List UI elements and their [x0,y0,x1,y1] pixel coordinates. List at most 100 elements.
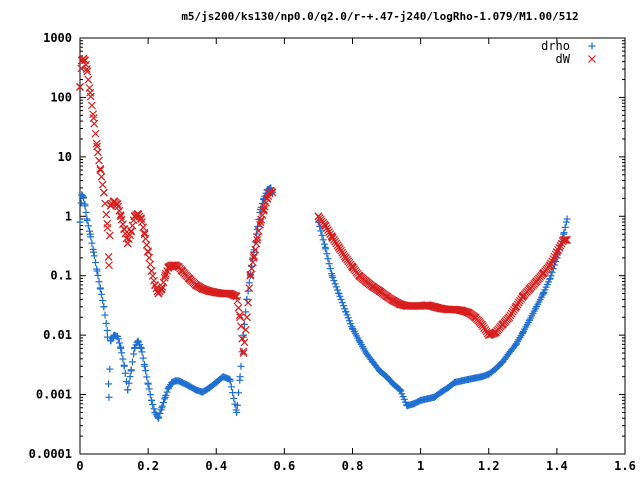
y-tick-label: 0.01 [43,328,72,342]
interp-point [139,354,147,362]
interp-point [144,379,152,387]
interp-point [330,277,338,285]
interp-point [258,211,267,220]
data-point [260,205,268,214]
interp-point [148,271,157,280]
interp-point [99,297,107,305]
interp-point [161,395,169,403]
legend-label-drho: drho [541,39,570,53]
interp-point [232,292,241,301]
interp-point [121,229,130,238]
interp-point [141,234,150,243]
interp-point [162,391,170,399]
interp-point [89,110,98,119]
x-tick-label: 1.4 [546,459,568,473]
y-tick-label: 0.0001 [29,447,72,461]
y-tick-label: 0.1 [50,269,72,283]
interp-point [106,365,114,373]
interp-point [146,391,154,399]
interp-point [93,265,101,273]
interp-point [253,233,262,242]
interp-point [341,305,349,313]
interp-point [334,286,342,294]
interp-point [245,284,254,293]
x-axis: 0 0.2 0.4 0.6 0.8 1 1.2 1.4 1.6 [76,38,636,473]
interp-point [87,233,95,241]
interp-point [143,373,151,381]
data-point [105,393,113,401]
interp-point [146,260,155,269]
interp-point [329,274,337,282]
interp-point [88,239,96,247]
interp-point [102,319,110,327]
interp-point [546,275,554,283]
interp-point [342,308,350,316]
interp-point [101,199,109,208]
interp-point [233,296,242,305]
interp-point [251,245,260,254]
interp-point [92,139,101,148]
interp-point [550,252,559,261]
interp-point [331,280,339,288]
interp-point [324,255,332,263]
interp-point [145,253,154,262]
interp-point [242,313,251,322]
data-point [105,261,113,270]
interp-point [560,236,568,244]
interp-point [552,248,561,256]
interp-point [561,223,569,231]
interp-point [147,267,156,275]
interp-point [90,252,98,260]
interp-point [244,298,253,307]
x-tick-label: 0.6 [274,459,296,473]
interp-point [76,218,84,226]
legend-marker-drho [588,42,596,50]
interp-point [257,215,266,224]
interp-point [343,311,351,319]
interp-point [138,348,146,356]
data-point [161,271,170,280]
interp-point [94,271,102,279]
interp-point [547,272,555,280]
interp-point [549,255,558,263]
interp-point [232,406,240,414]
interp-point [233,401,241,409]
series-layer [76,54,572,422]
interp-point [556,241,565,250]
interp-point [347,320,355,328]
interp-point [80,56,89,64]
interp-point [124,386,132,394]
interp-point [145,385,153,393]
interp-point [235,311,244,320]
interp-point [118,349,126,357]
interp-point [117,215,126,224]
chart-title: m5/js200/ks130/np0.0/q2.0/r-+.47-j240/lo… [181,10,578,23]
y-tick-label: 0.001 [36,388,72,402]
interp-point [250,246,258,254]
interp-point [97,290,105,298]
interp-point [95,278,103,286]
interp-point [332,283,340,291]
interp-point [77,199,85,207]
interp-point [118,220,127,229]
interp-point [230,394,238,402]
interp-point [85,84,94,92]
interp-point [116,211,125,219]
interp-point [105,380,113,388]
interp-point [96,164,105,173]
interp-point [142,367,150,375]
interp-point [117,343,125,351]
y-tick-label: 100 [50,90,72,104]
interp-point [237,322,245,331]
interp-point [121,369,129,377]
interp-point [562,218,570,226]
interp-point [241,325,250,334]
x-tick-label: 1 [417,459,424,473]
interp-point [338,299,346,307]
interp-point [326,265,334,273]
interp-point [245,279,253,287]
interp-point [130,350,138,358]
interp-point [318,231,326,239]
x-tick-label: 0 [76,459,83,473]
